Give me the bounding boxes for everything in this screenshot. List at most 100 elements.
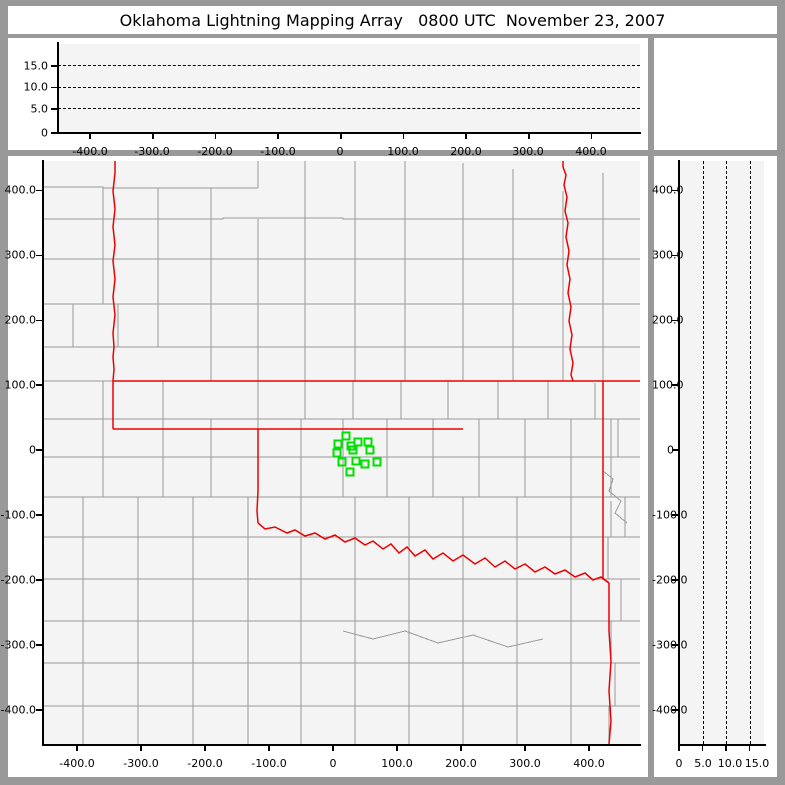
map-xtick-label: 100.0 <box>381 757 413 770</box>
map-xtick <box>76 744 78 751</box>
right-xtick-label: 10.0 <box>717 757 743 770</box>
map-ytick-label: -100.0 <box>0 508 36 522</box>
map-xtick-label: -200.0 <box>187 757 223 770</box>
top-xtick <box>340 132 342 139</box>
top-xtick <box>214 132 217 139</box>
map-geography <box>43 161 640 744</box>
map-xtick <box>524 744 526 751</box>
lightning-source <box>333 439 343 449</box>
top-xtick-label: -400.0 <box>72 145 108 158</box>
map-y-axis <box>42 160 44 746</box>
top-xtick <box>152 132 154 139</box>
source-altitude-histogram-panel <box>654 38 777 150</box>
top-xtick-label: 100.0 <box>387 145 419 158</box>
right-ytick-label: 0 <box>667 443 674 457</box>
right-ytick <box>672 709 679 711</box>
right-xtick <box>725 744 727 751</box>
gridline-15 <box>58 65 640 67</box>
right-ytick <box>672 449 679 451</box>
map-xtick-label: -100.0 <box>251 757 287 770</box>
plan-view-map-panel[interactable] <box>8 156 648 777</box>
map-xtick <box>588 744 590 751</box>
title-bar: Oklahoma Lightning Mapping Array 0800 UT… <box>8 6 777 34</box>
right-xtick-label: 15.0 <box>744 757 770 770</box>
top-xtick <box>402 132 405 139</box>
map-xtick-label: 300.0 <box>509 757 541 770</box>
map-xtick-label: 400.0 <box>573 757 605 770</box>
right-ytick <box>672 579 679 581</box>
right-xtick-label: 5.0 <box>694 757 712 770</box>
map-ytick <box>36 644 43 646</box>
right-ytick <box>672 384 679 386</box>
map-xtick <box>140 744 142 751</box>
map-ytick <box>36 254 43 257</box>
top-xtick-label: 200.0 <box>450 145 482 158</box>
right-ytick-label: -100.0 <box>652 508 688 522</box>
right-ytick-label: -200.0 <box>652 573 688 587</box>
map-ytick <box>36 384 43 386</box>
right-xtick <box>678 744 680 751</box>
map-xtick-label: 200.0 <box>445 757 477 770</box>
map-x-axis <box>42 744 641 746</box>
top-ytick <box>51 132 58 134</box>
map-ytick-label: 0 <box>29 443 36 457</box>
lightning-source <box>348 445 358 455</box>
gridline-5 <box>702 161 704 744</box>
right-ytick-label: -300.0 <box>652 638 688 652</box>
map-xtick-label: -400.0 <box>59 757 95 770</box>
map-plot-area[interactable] <box>43 161 640 744</box>
map-xtick <box>204 744 206 751</box>
page-title: Oklahoma Lightning Mapping Array 0800 UT… <box>119 10 666 30</box>
right-ytick-label: 100.0 <box>652 378 684 392</box>
top-ytick-label: 0 <box>41 126 48 140</box>
right-ytick <box>672 514 679 516</box>
top-xtick-label: 400.0 <box>575 145 607 158</box>
right-ytick-label: 300.0 <box>652 248 684 262</box>
right-ytick <box>672 319 679 322</box>
top-xtick <box>89 132 91 139</box>
top-xtick-label: -100.0 <box>260 145 296 158</box>
right-ytick-label: 200.0 <box>652 313 684 327</box>
gridline-10 <box>58 86 640 88</box>
gridline-5 <box>58 108 640 110</box>
altitude-vs-east-west-panel: 0 5.0 10.0 15.0 <box>8 38 648 150</box>
map-ytick <box>36 449 43 451</box>
right-xtick-label: 0 <box>675 757 683 770</box>
top-ytick-label: 15.0 <box>23 59 49 73</box>
top-xtick <box>590 132 593 139</box>
lightning-source <box>341 431 351 441</box>
lightning-source <box>360 459 370 469</box>
map-ytick <box>36 709 43 711</box>
map-xtick <box>460 744 462 751</box>
map-ytick-label: 300.0 <box>4 248 37 262</box>
top-ytick <box>51 65 58 67</box>
lightning-source <box>332 448 342 457</box>
top-ytick <box>51 108 58 110</box>
map-ytick-label: 400.0 <box>4 183 37 197</box>
gridline-15 <box>749 161 751 744</box>
lightning-source <box>337 457 347 467</box>
right-xtick <box>701 744 704 751</box>
right-ytick <box>672 189 679 192</box>
top-ytick <box>51 86 58 89</box>
map-xtick <box>332 744 334 751</box>
top-x-axis <box>57 132 641 134</box>
right-ytick <box>672 254 679 257</box>
lightning-source <box>351 456 361 466</box>
map-xtick-label: 0 <box>329 757 337 770</box>
map-ytick-label: -200.0 <box>0 573 36 587</box>
top-plot-area <box>58 44 640 132</box>
map-xtick <box>396 744 398 751</box>
top-xtick-label: 0 <box>336 145 344 158</box>
top-xtick-label: -300.0 <box>134 145 170 158</box>
top-ytick-label: 10.0 <box>23 80 49 94</box>
right-ytick-label: 400.0 <box>652 183 684 197</box>
top-xtick <box>528 132 530 139</box>
lightning-source <box>365 445 375 455</box>
right-ytick-label: -400.0 <box>652 703 688 717</box>
right-x-axis <box>678 744 766 746</box>
map-ytick <box>36 189 43 192</box>
map-ytick-label: 100.0 <box>4 378 37 392</box>
map-ytick-label: 200.0 <box>4 313 37 327</box>
